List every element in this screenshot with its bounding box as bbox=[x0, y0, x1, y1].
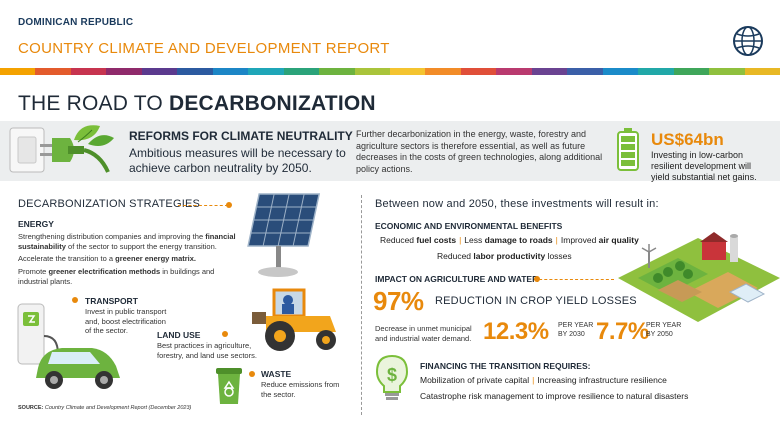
strategies-connector bbox=[178, 205, 228, 206]
water-2050-percent: 7.7% bbox=[596, 318, 649, 345]
rainbow-segment bbox=[106, 68, 142, 75]
solar-panel-icon bbox=[247, 193, 321, 277]
source-note: SOURCE: Country Climate and Development … bbox=[18, 405, 192, 411]
econ-benefits-row-1: Reduced fuel costs | Less damage to roads |… bbox=[380, 235, 639, 245]
reforms-banner bbox=[0, 121, 780, 181]
rainbow-segment bbox=[283, 68, 320, 75]
energy-text-1: Strengthening distribution companies and… bbox=[18, 232, 236, 251]
green-plug-icon bbox=[9, 125, 114, 173]
rainbow-segment bbox=[319, 68, 355, 75]
globe-logo-icon bbox=[733, 26, 763, 56]
recycle-bin-icon bbox=[216, 368, 242, 404]
land-use-dot bbox=[222, 331, 228, 337]
agri-title: IMPACT ON AGRICULTURE AND WATER bbox=[375, 274, 539, 284]
crop-loss-percent: 97% bbox=[373, 286, 424, 316]
rainbow-segment bbox=[496, 68, 532, 75]
rainbow-segment bbox=[141, 68, 178, 75]
rainbow-segment bbox=[177, 68, 213, 75]
waste-label: WASTE bbox=[261, 369, 292, 379]
strategies-title: DECARBONIZATION STRATEGIES bbox=[18, 198, 201, 210]
rainbow-stripe bbox=[0, 68, 780, 75]
rainbow-segment bbox=[709, 68, 745, 75]
rainbow-segment bbox=[602, 68, 639, 75]
reforms-text: Ambitious measures will be necessary to … bbox=[129, 146, 346, 175]
transport-label: TRANSPORT bbox=[85, 296, 138, 306]
rainbow-segment bbox=[460, 68, 497, 75]
energy-text-3: Promote greener electrification methods … bbox=[18, 267, 215, 286]
results-title: Between now and 2050, these investments … bbox=[375, 198, 659, 210]
waste-dot bbox=[249, 371, 255, 377]
water-2030-percent: 12.3% bbox=[483, 318, 549, 345]
rainbow-segment bbox=[744, 68, 780, 75]
rainbow-segment bbox=[0, 68, 36, 75]
strategies-dot bbox=[226, 202, 232, 208]
transport-dot bbox=[72, 297, 78, 303]
farm-illustration-icon bbox=[618, 232, 780, 322]
country-label: DOMINICAN REPUBLIC bbox=[18, 17, 134, 28]
further-decarbonization-text: Further decarbonization in the energy, w… bbox=[356, 129, 603, 174]
water-demand-text: Decrease in unmet municipal and industri… bbox=[375, 324, 472, 343]
energy-label: ENERGY bbox=[18, 219, 54, 229]
water-2050-label: PER YEAR BY 2050 bbox=[646, 322, 682, 338]
econ-title: ECONOMIC AND ENVIRONMENTAL BENEFITS bbox=[375, 221, 563, 231]
rainbow-segment bbox=[567, 68, 603, 75]
rainbow-segment bbox=[531, 68, 568, 75]
land-use-text: Best practices in agriculture, forestry,… bbox=[157, 341, 257, 360]
agri-dot bbox=[534, 276, 540, 282]
investment-amount: US$64bn bbox=[651, 130, 724, 149]
rainbow-segment bbox=[425, 68, 461, 75]
transport-text: Invest in public transport and, boost el… bbox=[85, 307, 167, 335]
financing-row-2: Catastrophe risk management to improve r… bbox=[420, 391, 689, 401]
rainbow-segment bbox=[389, 68, 426, 75]
financing-row-1: Mobilization of private capital | Increasi… bbox=[420, 375, 667, 385]
rainbow-segment bbox=[70, 68, 107, 75]
waste-text: Reduce emissions from the sector. bbox=[261, 380, 340, 399]
electric-car-icon bbox=[17, 303, 120, 389]
reforms-title: REFORMS FOR CLIMATE NEUTRALITY bbox=[129, 129, 353, 143]
land-use-label: LAND USE bbox=[157, 330, 201, 340]
report-title: COUNTRY CLIMATE AND DEVELOPMENT REPORT bbox=[18, 40, 390, 57]
rainbow-segment bbox=[354, 68, 390, 75]
agri-connector bbox=[534, 279, 614, 280]
energy-text-2: Accelerate the transition to a greener e… bbox=[18, 254, 197, 263]
rainbow-segment bbox=[638, 68, 674, 75]
svg-text:$: $ bbox=[387, 365, 397, 385]
investment-text: Investing in low-carbon resilient develo… bbox=[651, 150, 757, 182]
water-2030-label: PER YEAR BY 2030 bbox=[558, 322, 594, 338]
crop-loss-label: REDUCTION IN CROP YIELD LOSSES bbox=[435, 295, 637, 307]
econ-benefits-row-2: Reduced labor productivity losses bbox=[437, 251, 572, 261]
battery-icon bbox=[617, 128, 639, 171]
financing-title: FINANCING THE TRANSITION REQUIRES: bbox=[420, 361, 591, 371]
column-divider bbox=[361, 195, 362, 415]
rainbow-segment bbox=[673, 68, 710, 75]
rainbow-segment bbox=[35, 68, 71, 75]
page-title: THE ROAD TO DECARBONIZATION bbox=[18, 92, 376, 115]
lightbulb-money-icon: $ bbox=[375, 354, 409, 400]
tractor-icon bbox=[252, 288, 336, 351]
rainbow-segment bbox=[212, 68, 249, 75]
rainbow-segment bbox=[248, 68, 284, 75]
